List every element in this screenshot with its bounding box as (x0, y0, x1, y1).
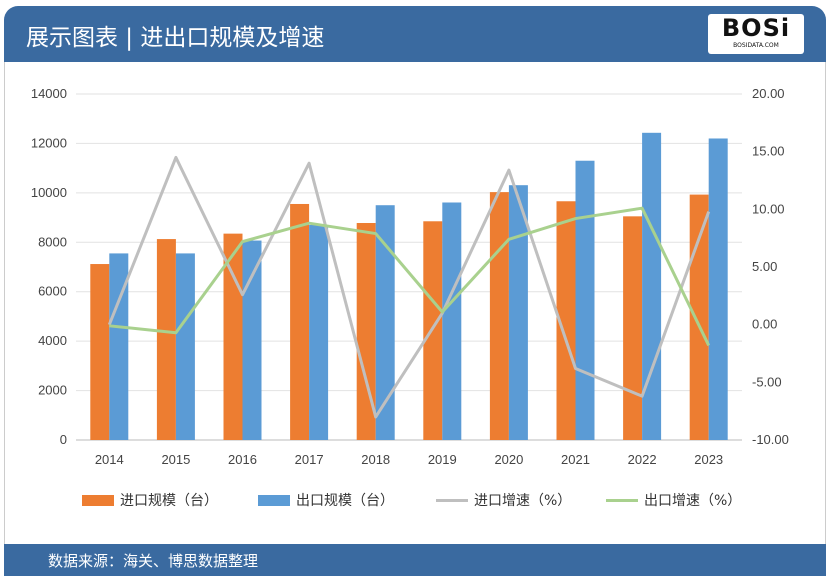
legend-import-growth: 进口增速（%） (436, 490, 571, 510)
bosi-logo: BOSi BOSIDATA.COM (708, 14, 804, 54)
line-import-growth (107, 155, 711, 419)
logo-subtext: BOSIDATA.COM (733, 42, 779, 49)
bar-import-2021 (556, 201, 576, 440)
legend-label: 出口增速（%） (644, 493, 742, 509)
bar-import-2018 (356, 223, 376, 440)
y-left-tick-label: 14000 (31, 86, 67, 101)
bar-export-2023 (708, 138, 728, 440)
y-right-tick-label: 20.00 (752, 86, 785, 101)
x-tick-label: 2018 (361, 452, 390, 467)
bar-import-2020 (489, 192, 509, 440)
chart-area (4, 62, 826, 544)
y-right-tick-label: -10.00 (752, 432, 789, 447)
x-tick-label: 2019 (428, 452, 457, 467)
y-left-tick-label: 8000 (38, 234, 67, 249)
x-tick-label: 2022 (628, 452, 657, 467)
legend-swatch (606, 498, 638, 502)
y-left-tick-label: 0 (60, 432, 67, 447)
legend-swatch (436, 498, 468, 502)
bar-export-2019 (442, 202, 462, 440)
x-tick-label: 2016 (228, 452, 257, 467)
legend-export-volume: 出口规模（台） (258, 490, 394, 510)
legend-swatch (258, 494, 290, 506)
line-export-growth (109, 206, 711, 347)
y-left-tick-label: 10000 (31, 185, 67, 200)
legend-label: 进口规模（台） (120, 493, 218, 509)
x-tick-label: 2020 (494, 452, 523, 467)
legend-swatch (82, 494, 114, 506)
y-left-tick-label: 6000 (38, 284, 67, 299)
bar-export-2020 (508, 185, 528, 440)
y-left-tick-label: 2000 (38, 383, 67, 398)
bar-import-2023 (689, 194, 709, 440)
bar-export-2016 (242, 240, 262, 440)
x-tick-label: 2014 (95, 452, 124, 467)
legend-label: 进口增速（%） (474, 493, 572, 509)
y-right-tick-label: -5.00 (752, 374, 782, 389)
x-tick-label: 2017 (295, 452, 324, 467)
y-left-tick-label: 12000 (31, 135, 67, 150)
plot: 0 2000 4000 6000 8000 10000 12000 14000 -10.00 -5… (31, 86, 789, 467)
chart-title: 展示图表 | 进出口规模及增速 (26, 25, 325, 51)
y-right-tick-label: 5.00 (752, 259, 777, 274)
bar-export-2015 (175, 253, 195, 440)
x-tick-label: 2015 (161, 452, 190, 467)
x-tick-label: 2023 (694, 452, 723, 467)
legend-label: 出口规模（台） (296, 493, 394, 509)
bar-import-2014 (90, 264, 110, 440)
logo-text: BOSi (721, 14, 791, 42)
bar-import-2015 (156, 239, 176, 440)
bar-export-2017 (309, 224, 329, 440)
legend-import-volume: 进口规模（台） (82, 490, 218, 510)
bar-export-2022 (642, 132, 662, 440)
legend-export-growth: 出口增速（%） (606, 490, 741, 510)
y-right-tick-label: 0.00 (752, 317, 777, 332)
source-note: 数据来源：海关、博思数据整理 (48, 552, 259, 570)
y-right-tick-label: 10.00 (752, 201, 785, 216)
footer: 数据来源：海关、博思数据整理 (4, 544, 826, 576)
bar-export-2018 (375, 205, 395, 440)
y-right-tick-label: 15.00 (752, 144, 785, 159)
header: 展示图表 | 进出口规模及增速 BOSi BOSIDATA.COM (4, 6, 826, 62)
bar-import-2022 (623, 216, 643, 440)
bar-export-2014 (109, 253, 129, 440)
bar-export-2021 (575, 160, 595, 440)
bar-import-2017 (290, 203, 310, 440)
x-tick-label: 2021 (561, 452, 590, 467)
y-left-tick-label: 4000 (38, 333, 67, 348)
